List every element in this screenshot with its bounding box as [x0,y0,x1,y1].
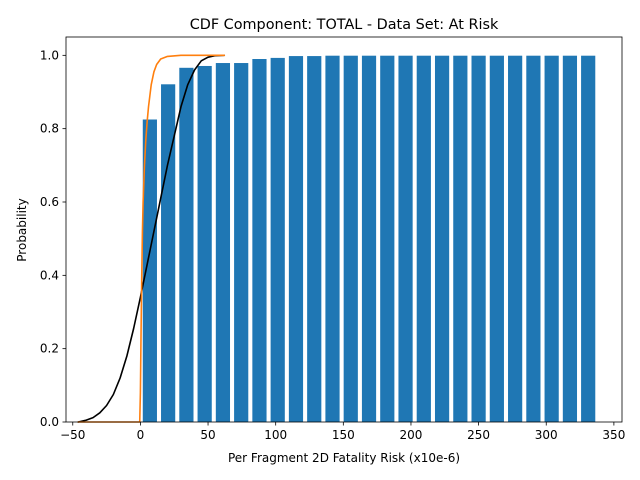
bar-22 [544,55,559,422]
bar-17 [453,55,468,422]
bar-5 [234,63,249,422]
bar-11 [343,55,358,422]
bar-2 [179,67,194,423]
y-tick-label-2: 0.4 [40,268,59,282]
bar-13 [380,55,395,422]
bar-19 [489,55,504,422]
bar-15 [416,55,431,422]
bar-10 [325,55,340,422]
bar-8 [288,56,304,422]
x-tick-label-8: 350 [602,428,625,442]
bar-7 [270,57,285,423]
y-tick-label-5: 1.0 [40,48,59,62]
plot-frame [65,36,623,423]
y-tick-label-0: 0.0 [40,415,59,429]
y-tick-label-3: 0.6 [40,195,59,209]
bars-layer [142,55,596,423]
bar-14 [398,55,413,422]
x-axis-label: Per Fragment 2D Fatality Risk (x10e-6) [228,451,460,465]
axes-layer: −50 0 50 100 150 200 250 300 350 0.0 0.2 0.4 0.6 0.8 1… [40,36,625,442]
bar-9 [307,56,322,422]
x-tick-label-3: 100 [264,428,287,442]
bar-20 [508,55,523,422]
bar-16 [434,55,450,422]
x-tick-label-4: 150 [332,428,355,442]
bar-1 [161,84,176,423]
bar-6 [252,59,267,422]
y-tick-label-4: 0.8 [40,122,59,136]
y-tick-label-1: 0.2 [40,342,59,356]
bar-21 [526,55,541,422]
bar-0 [142,119,157,422]
bar-18 [471,55,486,422]
bar-24 [581,55,596,422]
y-axis-label: Probability [15,198,29,261]
bar-23 [562,55,578,422]
bar-12 [361,55,377,422]
chart-title: CDF Component: TOTAL - Data Set: At Risk [190,17,499,33]
x-tick-label-6: 250 [467,428,490,442]
x-tick-label-5: 200 [400,428,423,442]
x-tick-label-0: −50 [60,428,85,442]
x-tick-label-1: 0 [137,428,145,442]
bar-4 [215,63,231,422]
cdf-line-0 [77,54,226,423]
x-tick-label-2: 50 [200,428,215,442]
bar-3 [197,65,212,422]
x-tick-label-7: 300 [535,428,558,442]
